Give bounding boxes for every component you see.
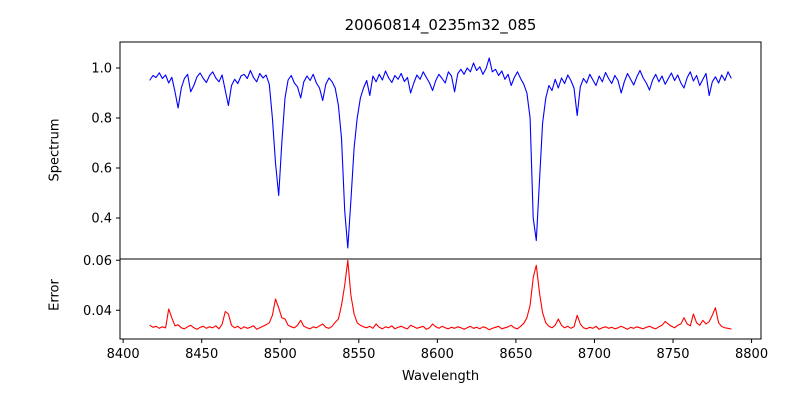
y-tick-label: 0.04 <box>83 304 112 319</box>
x-tick-label: 8400 <box>107 347 140 362</box>
y-tick-label: 0.6 <box>91 162 112 177</box>
x-tick-label: 8700 <box>578 347 611 362</box>
x-tick-label: 8600 <box>421 347 454 362</box>
error-panel: 0.04 0.06 <box>83 254 762 340</box>
spectrum-panel-frame <box>119 41 762 260</box>
y-tick-label: 1.0 <box>91 62 112 77</box>
x-axis: 8400 8450 8500 8550 8600 8650 8700 8750 8800 <box>107 339 768 362</box>
x-tick-label: 8650 <box>499 347 532 362</box>
spectrum-line <box>149 57 732 249</box>
error-line <box>149 259 732 331</box>
x-tick-label: 8500 <box>264 347 297 362</box>
chart-title: 20060814_0235m32_085 <box>344 16 537 34</box>
x-axis-label: Wavelength <box>401 369 480 384</box>
y-tick-label: 0.06 <box>83 254 112 269</box>
error-panel-frame <box>119 258 762 340</box>
x-tick-label: 8750 <box>656 347 689 362</box>
x-tick-label: 8550 <box>342 347 375 362</box>
y-tick-label: 0.4 <box>91 212 112 227</box>
y-tick-label: 0.8 <box>91 112 112 127</box>
x-tick-label: 8800 <box>735 347 768 362</box>
x-tick-label: 8450 <box>185 347 218 362</box>
spectrum-panel: 0.4 0.6 0.8 1.0 <box>91 41 762 260</box>
